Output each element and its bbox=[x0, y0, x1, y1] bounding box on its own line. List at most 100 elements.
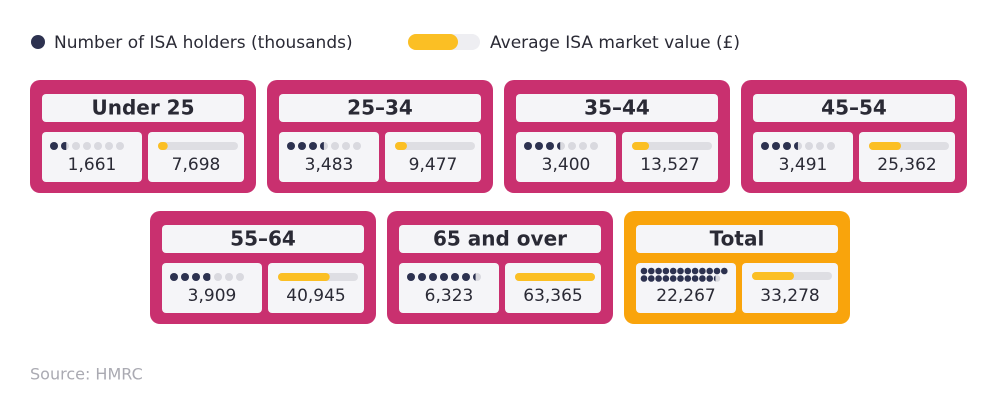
tile-header bbox=[399, 225, 601, 253]
bar bbox=[632, 142, 650, 150]
dot bbox=[699, 267, 706, 275]
dot bbox=[640, 267, 648, 275]
bar bbox=[395, 142, 407, 150]
dot bbox=[691, 275, 699, 282]
dot bbox=[713, 267, 721, 275]
dot-group bbox=[170, 273, 244, 281]
dot bbox=[648, 267, 655, 275]
dot bbox=[407, 273, 415, 281]
dot-group bbox=[761, 142, 835, 150]
dot bbox=[590, 142, 598, 150]
dot bbox=[105, 142, 113, 150]
dot bbox=[669, 267, 677, 275]
tile: 55–64 3,909 40,945 bbox=[150, 211, 376, 324]
dot bbox=[713, 275, 716, 282]
dot bbox=[236, 273, 244, 281]
dot-group bbox=[407, 273, 481, 281]
dot bbox=[669, 275, 677, 282]
dot-group bbox=[524, 142, 598, 150]
dot bbox=[83, 142, 91, 150]
value-label: 7,698 bbox=[172, 155, 221, 175]
value-label: 40,945 bbox=[286, 286, 345, 306]
dot bbox=[706, 267, 713, 275]
dot bbox=[473, 273, 476, 281]
value-label: 3,483 bbox=[305, 155, 354, 175]
tile-header bbox=[516, 94, 718, 122]
dot bbox=[662, 267, 670, 275]
dot bbox=[699, 275, 706, 282]
dot bbox=[203, 273, 211, 281]
bar bbox=[158, 142, 168, 150]
dot bbox=[640, 275, 648, 282]
dot bbox=[440, 273, 448, 281]
dot bbox=[170, 273, 178, 281]
dot bbox=[691, 267, 699, 275]
dot bbox=[298, 142, 306, 150]
dot bbox=[192, 273, 200, 281]
dot bbox=[462, 273, 470, 281]
dot bbox=[72, 142, 80, 150]
dot bbox=[451, 273, 459, 281]
dot bbox=[805, 142, 813, 150]
value-label: 33,278 bbox=[760, 286, 819, 306]
tile-header bbox=[636, 225, 838, 253]
dot bbox=[331, 142, 339, 150]
value-label: 9,477 bbox=[409, 155, 458, 175]
tile-title: 25–34 bbox=[347, 96, 413, 120]
bar bbox=[515, 273, 595, 281]
tile: 25–34 3,483 9,477 bbox=[267, 80, 493, 193]
dot bbox=[816, 142, 824, 150]
value-label: 1,661 bbox=[68, 155, 117, 175]
value-label: 3,400 bbox=[542, 155, 591, 175]
bar bbox=[752, 272, 795, 280]
tile: 45–54 3,491 25,362 bbox=[741, 80, 967, 193]
tile: Under 25 1,661 7,698 bbox=[30, 80, 256, 193]
dot bbox=[429, 273, 437, 281]
dot bbox=[783, 142, 791, 150]
dot bbox=[827, 142, 835, 150]
value-label: 6,323 bbox=[425, 286, 474, 306]
value-label: 3,909 bbox=[188, 286, 237, 306]
dot bbox=[706, 275, 713, 282]
dot bbox=[94, 142, 102, 150]
dot bbox=[557, 142, 561, 150]
dot bbox=[309, 142, 317, 150]
dot bbox=[61, 142, 67, 150]
bar-track bbox=[158, 142, 238, 150]
tile-header bbox=[162, 225, 364, 253]
bar-track bbox=[632, 142, 712, 150]
dot bbox=[677, 275, 684, 282]
value-label: 3,491 bbox=[779, 155, 828, 175]
dot bbox=[684, 275, 692, 282]
dot bbox=[524, 142, 532, 150]
dot bbox=[50, 142, 58, 150]
dot bbox=[214, 273, 222, 281]
dot bbox=[181, 273, 189, 281]
dot-group bbox=[640, 267, 728, 282]
dot bbox=[535, 142, 543, 150]
dot bbox=[342, 142, 350, 150]
tile-header bbox=[42, 94, 244, 122]
dot bbox=[655, 267, 662, 275]
dot-group bbox=[287, 142, 361, 150]
dot bbox=[662, 275, 670, 282]
dot bbox=[116, 142, 124, 150]
tile-header bbox=[753, 94, 955, 122]
bar bbox=[869, 142, 902, 150]
dot bbox=[287, 142, 295, 150]
dot bbox=[761, 142, 769, 150]
value-label: 63,365 bbox=[523, 286, 582, 306]
bar-track bbox=[395, 142, 475, 150]
dot bbox=[320, 142, 324, 150]
legend-marker bbox=[408, 34, 458, 50]
tile-title: 65 and over bbox=[433, 227, 567, 251]
dot bbox=[648, 275, 655, 282]
tile-title: 35–44 bbox=[584, 96, 650, 120]
source: Source: HMRC bbox=[30, 365, 143, 384]
dot bbox=[772, 142, 780, 150]
value-label: 22,267 bbox=[656, 286, 715, 306]
dot bbox=[353, 142, 361, 150]
tile-title: 45–54 bbox=[821, 96, 887, 120]
